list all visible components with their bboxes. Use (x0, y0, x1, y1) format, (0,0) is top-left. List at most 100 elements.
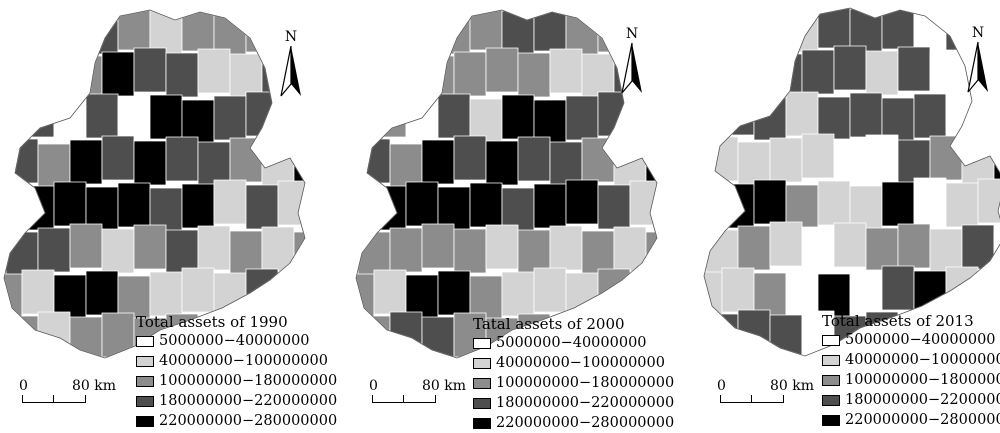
region (379, 185, 407, 231)
region (181, 267, 215, 313)
region (421, 316, 455, 358)
legend-title: Total assets of 1990 (136, 313, 288, 331)
region (37, 311, 71, 345)
legend-swatch (473, 357, 491, 369)
region (101, 51, 135, 97)
legend-item: 180000000−220000000 (822, 390, 1000, 410)
region (69, 223, 103, 269)
region (833, 45, 867, 91)
region (133, 140, 167, 186)
north-arrow-2013: N (967, 26, 989, 98)
region (549, 48, 583, 94)
region (277, 180, 306, 226)
region (945, 266, 979, 294)
region (801, 49, 835, 95)
legend-item: 40000000−100000000 (136, 351, 337, 371)
region (197, 48, 231, 94)
legend-item: 180000000−220000000 (136, 391, 337, 411)
region (533, 267, 567, 313)
region (450, 17, 471, 55)
region (213, 179, 247, 225)
region (581, 53, 615, 99)
legend-label: 100000000−180000000 (845, 372, 1000, 388)
region (389, 143, 423, 189)
region (213, 272, 247, 312)
region (897, 46, 931, 92)
region (14, 138, 39, 184)
region (849, 92, 883, 138)
north-arrow-1990: N (280, 30, 302, 102)
legend-swatch (136, 395, 154, 407)
region (293, 231, 306, 258)
region (913, 177, 947, 223)
legend-item: 5000000−40000000 (822, 330, 1000, 350)
legend-title: Total assets of 2013 (822, 312, 974, 330)
legend-item: 180000000−220000000 (473, 393, 674, 413)
region (85, 270, 119, 316)
region (421, 223, 455, 269)
map-outline (703, 7, 1000, 357)
legend-label: 220000000−280000000 (845, 412, 1000, 428)
region (549, 225, 583, 271)
region (181, 183, 215, 229)
legend-item: 40000000−100000000 (822, 350, 1000, 370)
legend-swatch (136, 375, 154, 387)
region (849, 269, 883, 315)
region (730, 120, 755, 136)
north-arrow-icon (621, 42, 642, 94)
region (961, 141, 995, 186)
scale-bar-2013: 0 80 km (717, 378, 830, 403)
region (581, 137, 615, 183)
region (817, 7, 851, 49)
region (769, 221, 803, 267)
region (165, 136, 199, 182)
legend-item: 5000000−40000000 (473, 333, 674, 353)
region (721, 267, 755, 313)
region (117, 182, 151, 228)
region (245, 184, 279, 230)
region (945, 182, 979, 228)
region (533, 183, 567, 229)
region (769, 314, 803, 356)
region (798, 15, 819, 53)
region (737, 225, 771, 271)
region (961, 224, 995, 270)
scale-bar (372, 395, 436, 403)
region (565, 272, 599, 312)
legend-item: 5000000−40000000 (136, 331, 337, 351)
region (133, 224, 167, 270)
legend-item: 100000000−180000000 (822, 370, 1000, 390)
region (629, 180, 658, 226)
region (645, 231, 658, 258)
map-2013 (703, 7, 1000, 357)
region (437, 93, 471, 139)
legend-swatch (822, 414, 840, 426)
region (977, 178, 1000, 224)
map-outline (3, 9, 306, 359)
legend-item: 100000000−180000000 (136, 371, 337, 391)
region (833, 222, 867, 268)
region (517, 136, 551, 182)
region (517, 52, 551, 98)
north-arrow-2000: N (621, 27, 643, 99)
region (373, 269, 407, 315)
region (581, 230, 615, 276)
region (3, 273, 23, 319)
region (117, 9, 151, 51)
scale-bar-1990: 0 80 km (19, 378, 132, 403)
map-outline (355, 9, 658, 359)
legend-item: 220000000−280000000 (473, 413, 674, 433)
legend-swatch (822, 394, 840, 406)
scale-zero-label: 0 (19, 378, 28, 394)
region (703, 271, 723, 317)
region (727, 183, 755, 229)
legend-2000: Tatal assets of 2000 5000000−40000000 400… (473, 315, 674, 433)
legend-rows: 5000000−40000000 40000000−100000000 100000… (136, 331, 337, 431)
region (382, 122, 407, 138)
region (501, 94, 535, 140)
region (993, 229, 1000, 256)
region (785, 268, 819, 314)
region (865, 134, 899, 180)
region (753, 179, 787, 225)
